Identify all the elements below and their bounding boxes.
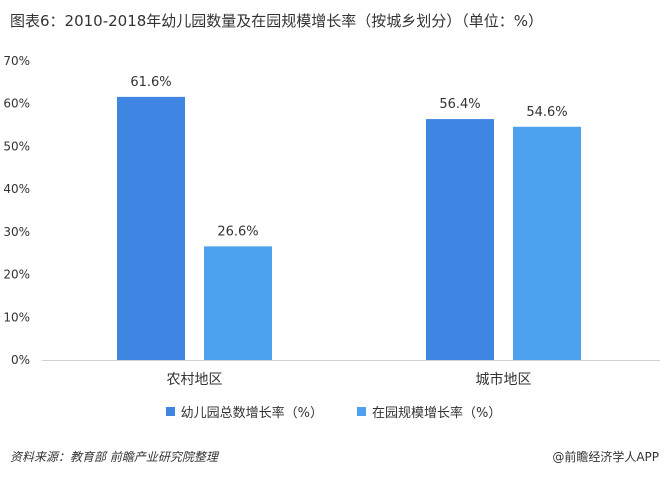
y-tick-label: 50% xyxy=(3,139,30,153)
legend-swatch-series-1 xyxy=(165,407,175,416)
y-tick-label: 20% xyxy=(3,268,30,282)
legend-item-series-1: 幼儿园总数增长率（%） xyxy=(165,402,323,421)
bar-value-label: 54.6% xyxy=(526,105,567,120)
x-category-label: 城市地区 xyxy=(476,371,532,388)
y-tick-label: 40% xyxy=(3,182,30,196)
bar-chart: 0% 10% 20% 30% 40% 50% 60% 70% 农村地区 城市地区 61.6% 56… xyxy=(3,54,660,388)
legend-label-series-1: 幼儿园总数增长率（%） xyxy=(180,406,323,421)
x-category-label: 农村地区 xyxy=(167,372,223,388)
brand-label: @前瞻经济学人APP xyxy=(552,450,659,464)
bar-value-label: 26.6% xyxy=(217,224,258,239)
x-axis: 农村地区 城市地区 xyxy=(42,360,660,388)
y-axis: 0% 10% 20% 30% 40% 50% 60% 70% xyxy=(3,54,30,367)
y-tick-label: 10% xyxy=(3,310,30,324)
y-tick-label: 30% xyxy=(3,225,30,239)
bar xyxy=(117,96,185,360)
y-tick-label: 0% xyxy=(11,353,30,367)
bar xyxy=(426,119,494,360)
legend-item-series-2: 在园规模增长率（%） xyxy=(357,402,501,421)
chart-title: 图表6：2010-2018年幼儿园数量及在园规模增长率（按城乡划分）（单位：%） xyxy=(10,12,544,30)
bar-labels: 61.6% 56.4% 26.6% 54.6% xyxy=(130,75,567,240)
bar-value-label: 56.4% xyxy=(439,97,480,112)
legend: 幼儿园总数增长率（%） 在园规模增长率（%） xyxy=(0,402,667,421)
bar xyxy=(204,246,272,360)
legend-swatch-series-2 xyxy=(357,407,366,416)
y-tick-label: 60% xyxy=(3,97,30,111)
y-tick-label: 70% xyxy=(3,54,30,68)
legend-label-series-2: 在园规模增长率（%） xyxy=(372,406,502,421)
bars xyxy=(117,96,581,360)
bar-value-label: 61.6% xyxy=(130,75,171,90)
bar xyxy=(513,126,581,360)
source-note: 资料来源：教育部 前瞻产业研究院整理 xyxy=(10,450,218,464)
